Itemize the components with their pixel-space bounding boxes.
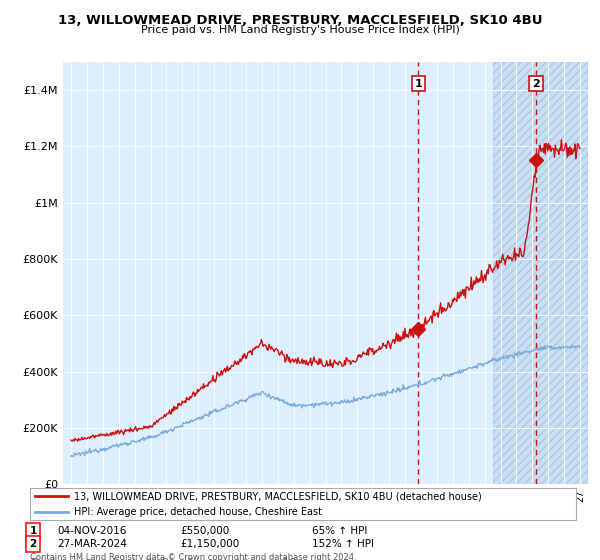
Text: 65% ↑ HPI: 65% ↑ HPI bbox=[312, 526, 367, 536]
Text: 2: 2 bbox=[29, 539, 37, 549]
Text: HPI: Average price, detached house, Cheshire East: HPI: Average price, detached house, Ches… bbox=[74, 507, 322, 517]
Text: Price paid vs. HM Land Registry's House Price Index (HPI): Price paid vs. HM Land Registry's House … bbox=[140, 25, 460, 35]
Text: 13, WILLOWMEAD DRIVE, PRESTBURY, MACCLESFIELD, SK10 4BU (detached house): 13, WILLOWMEAD DRIVE, PRESTBURY, MACCLES… bbox=[74, 491, 481, 501]
Text: This data is licensed under the Open Government Licence v3.0.: This data is licensed under the Open Gov… bbox=[30, 558, 298, 560]
Text: 2: 2 bbox=[532, 78, 540, 88]
Text: 1: 1 bbox=[29, 526, 37, 536]
Bar bbox=[493, 62, 588, 484]
Text: £550,000: £550,000 bbox=[180, 526, 229, 536]
Text: 27-MAR-2024: 27-MAR-2024 bbox=[57, 539, 127, 549]
Bar bbox=[63, 62, 493, 484]
Text: 1: 1 bbox=[415, 78, 422, 88]
Text: 04-NOV-2016: 04-NOV-2016 bbox=[57, 526, 127, 536]
Text: Contains HM Land Registry data © Crown copyright and database right 2024.: Contains HM Land Registry data © Crown c… bbox=[30, 553, 356, 560]
Text: £1,150,000: £1,150,000 bbox=[180, 539, 239, 549]
Text: 13, WILLOWMEAD DRIVE, PRESTBURY, MACCLESFIELD, SK10 4BU: 13, WILLOWMEAD DRIVE, PRESTBURY, MACCLES… bbox=[58, 14, 542, 27]
Text: 152% ↑ HPI: 152% ↑ HPI bbox=[312, 539, 374, 549]
